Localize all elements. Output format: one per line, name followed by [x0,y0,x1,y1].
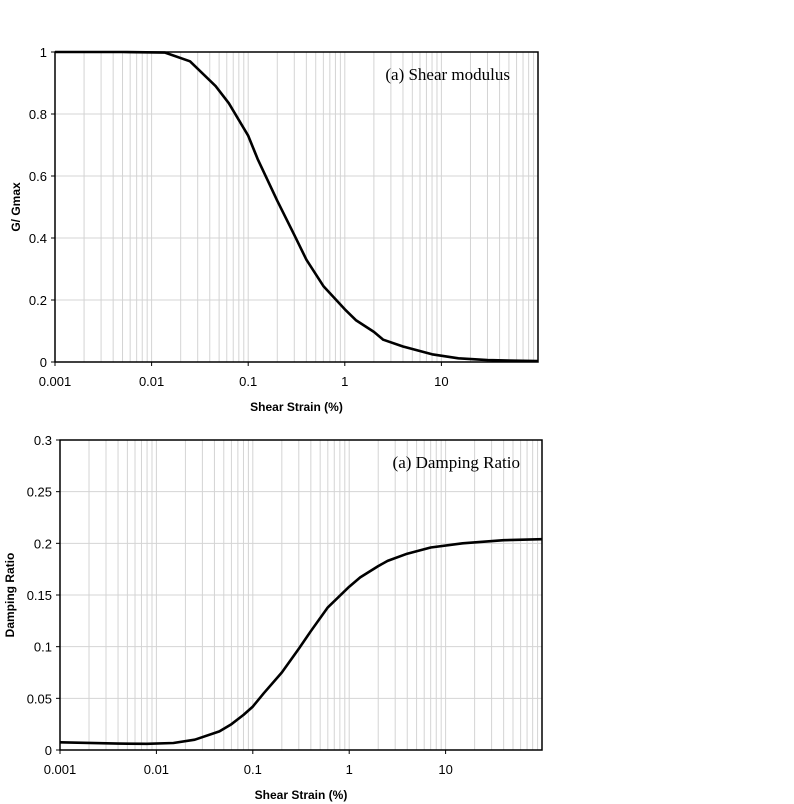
y-tick-label: 0 [45,743,52,758]
x-tick-label: 0.01 [139,374,164,389]
y-axis-label: Damping Ratio [3,553,17,638]
x-tick-label: 10 [438,762,452,777]
y-tick-label: 1 [40,45,47,60]
y-tick-label: 0 [40,355,47,370]
chart-annotation: (a) Damping Ratio [393,453,520,472]
y-tick-label: 0.2 [34,536,52,551]
x-tick-label: 1 [341,374,348,389]
y-tick-label: 0.1 [34,640,52,655]
x-axis-label: Shear Strain (%) [255,788,348,802]
y-tick-label: 0.25 [27,485,52,500]
x-tick-label: 0.1 [244,762,262,777]
y-tick-label: 0.2 [29,293,47,308]
x-tick-label: 10 [434,374,448,389]
chart-0: 0 0.2 0.4 0.6 0.8 1 0.001 0.01 0.1 1 10 (a) Shear m… [9,45,539,414]
series-line [59,537,543,746]
plot-frame [59,439,543,751]
x-axis-label: Shear Strain (%) [250,400,343,414]
y-axis-label: G/ Gmax [9,182,23,232]
y-tick-label: 0.3 [34,433,52,448]
x-tick-label: 0.1 [239,374,257,389]
chart-annotation: (a) Shear modulus [385,65,510,84]
x-tick-label: 1 [346,762,353,777]
plot-frame [54,51,539,363]
x-tick-label: 0.001 [44,762,77,777]
y-tick-label: 0.05 [27,691,52,706]
y-tick-label: 0.4 [29,231,47,246]
y-tick-label: 0.6 [29,169,47,184]
x-tick-label: 0.001 [39,374,72,389]
x-tick-label: 0.01 [144,762,169,777]
chart-1: 0 0.05 0.1 0.15 0.2 0.25 0.3 0.001 0.01 0.1 1 10 (a)… [3,433,543,802]
series-line [55,50,539,363]
y-tick-label: 0.15 [27,588,52,603]
y-tick-label: 0.8 [29,107,47,122]
